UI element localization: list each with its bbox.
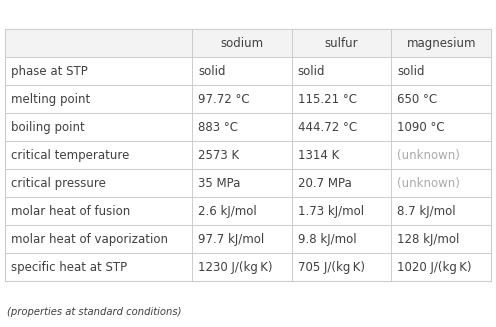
Text: 20.7 MPa: 20.7 MPa — [298, 177, 352, 190]
Text: 883 °C: 883 °C — [198, 121, 238, 134]
Text: 1020 J/(kg K): 1020 J/(kg K) — [397, 261, 472, 274]
Text: 444.72 °C: 444.72 °C — [298, 121, 357, 134]
Text: melting point: melting point — [11, 93, 90, 106]
Text: (unknown): (unknown) — [397, 149, 460, 162]
Text: 9.8 kJ/mol: 9.8 kJ/mol — [298, 233, 356, 246]
Text: 705 J/(kg K): 705 J/(kg K) — [298, 261, 365, 274]
Text: (unknown): (unknown) — [397, 177, 460, 190]
Bar — [5, 29, 491, 58]
Text: molar heat of vaporization: molar heat of vaporization — [11, 233, 168, 246]
Text: critical temperature: critical temperature — [11, 149, 129, 162]
Text: 1230 J/(kg K): 1230 J/(kg K) — [198, 261, 273, 274]
Text: 2573 K: 2573 K — [198, 149, 239, 162]
Text: 8.7 kJ/mol: 8.7 kJ/mol — [397, 205, 456, 218]
Text: 35 MPa: 35 MPa — [198, 177, 241, 190]
Text: 97.7 kJ/mol: 97.7 kJ/mol — [198, 233, 264, 246]
Text: solid: solid — [397, 65, 425, 78]
Text: sodium: sodium — [220, 37, 263, 50]
Text: specific heat at STP: specific heat at STP — [11, 261, 127, 274]
Text: sulfur: sulfur — [325, 37, 359, 50]
Text: 115.21 °C: 115.21 °C — [298, 93, 357, 106]
Text: 128 kJ/mol: 128 kJ/mol — [397, 233, 460, 246]
Text: solid: solid — [298, 65, 325, 78]
Text: 1314 K: 1314 K — [298, 149, 339, 162]
Text: boiling point: boiling point — [11, 121, 85, 134]
Text: 650 °C: 650 °C — [397, 93, 437, 106]
Text: 1090 °C: 1090 °C — [397, 121, 445, 134]
Text: molar heat of fusion: molar heat of fusion — [11, 205, 130, 218]
Bar — [5, 29, 491, 281]
Text: 97.72 °C: 97.72 °C — [198, 93, 249, 106]
Text: 2.6 kJ/mol: 2.6 kJ/mol — [198, 205, 257, 218]
Text: phase at STP: phase at STP — [11, 65, 88, 78]
Text: critical pressure: critical pressure — [11, 177, 106, 190]
Text: magnesium: magnesium — [406, 37, 476, 50]
Text: solid: solid — [198, 65, 226, 78]
Text: 1.73 kJ/mol: 1.73 kJ/mol — [298, 205, 364, 218]
Text: (properties at standard conditions): (properties at standard conditions) — [7, 307, 182, 317]
